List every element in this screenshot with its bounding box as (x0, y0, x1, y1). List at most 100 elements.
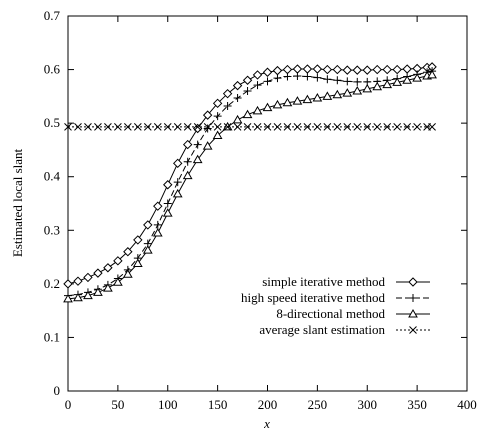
data-point (252, 105, 263, 115)
data-point (143, 220, 153, 230)
series-cross (64, 123, 436, 131)
data-point (383, 123, 392, 131)
data-point (292, 96, 303, 105)
series-plus (64, 67, 437, 300)
data-point (263, 123, 272, 131)
data-point (427, 69, 437, 79)
x-axis-label: x (263, 416, 270, 431)
data-point (353, 123, 362, 131)
data-point (332, 64, 343, 75)
data-point (233, 93, 242, 102)
data-point (302, 64, 313, 74)
data-point (352, 65, 362, 75)
data-point (84, 123, 92, 131)
data-point (123, 247, 133, 257)
x-tick-label: 50 (111, 397, 124, 412)
data-point (172, 188, 183, 198)
data-point (63, 293, 73, 303)
data-point (402, 64, 412, 74)
data-point (392, 64, 402, 75)
data-point (73, 276, 83, 286)
data-point (133, 123, 142, 131)
x-tick-label: 150 (208, 397, 228, 412)
data-point (232, 114, 243, 124)
data-point (103, 263, 113, 273)
data-point (192, 154, 203, 164)
series-line (67, 66, 433, 285)
data-point (163, 199, 172, 208)
data-point (283, 123, 292, 131)
data-point (153, 220, 162, 229)
data-point (342, 65, 353, 75)
data-point (312, 64, 323, 74)
legend-label: simple iterative method (262, 274, 385, 289)
y-axis-label: Estimated local slant (10, 148, 25, 257)
data-point (202, 110, 213, 120)
data-point (63, 279, 73, 289)
data-point (123, 123, 132, 131)
data-point (262, 102, 273, 112)
data-point (233, 123, 242, 131)
data-point (64, 123, 72, 131)
data-point (413, 123, 421, 131)
data-point (173, 158, 183, 169)
data-point (223, 123, 232, 131)
data-point (93, 268, 103, 278)
data-point (142, 245, 153, 254)
series-group (63, 62, 437, 303)
legend-label: 8-directional method (276, 306, 385, 321)
x-tick-label: 0 (65, 397, 72, 412)
legend-marker (409, 294, 417, 302)
x-tick-label: 300 (358, 397, 378, 412)
data-point (363, 123, 372, 131)
series-line (67, 74, 433, 300)
data-point (93, 287, 103, 296)
y-tick-label: 0 (54, 383, 61, 398)
data-point (193, 140, 202, 149)
x-tick-label: 400 (457, 397, 477, 412)
data-point (183, 123, 192, 131)
data-point (163, 123, 172, 131)
data-point (293, 123, 302, 131)
x-tick-label: 200 (258, 397, 278, 412)
data-point (203, 123, 212, 131)
y-tick-label: 0.7 (44, 8, 61, 23)
x-tick-label: 100 (158, 397, 178, 412)
data-point (322, 64, 333, 75)
data-point (272, 99, 283, 109)
data-point (303, 123, 312, 131)
data-point (303, 72, 312, 81)
data-point (242, 109, 253, 119)
data-point (223, 102, 232, 110)
series-triangle (63, 69, 437, 303)
data-point (393, 123, 402, 131)
data-point (352, 85, 363, 95)
data-point (222, 88, 233, 99)
legend-label: high speed iterative method (241, 290, 386, 305)
data-point (313, 73, 322, 82)
data-point (323, 75, 332, 84)
data-point (143, 123, 152, 131)
data-point (232, 80, 243, 91)
data-point (183, 157, 192, 166)
data-point (362, 83, 373, 93)
data-point (252, 70, 263, 80)
axis-ticks: 0 50 100 150 200 250 300 350 400 0 0.1 0.2 0.3 0.4 0.5… (44, 8, 477, 412)
data-point (243, 123, 252, 131)
data-point (382, 64, 392, 75)
x-tick-label: 350 (407, 397, 427, 412)
legend-label: average slant estimation (259, 322, 385, 337)
data-point (74, 123, 82, 131)
data-point (272, 65, 283, 76)
data-point (392, 77, 403, 86)
data-point (253, 81, 262, 90)
data-point (162, 208, 173, 217)
data-point (353, 77, 362, 86)
data-point (253, 123, 262, 131)
data-point (173, 178, 182, 187)
data-point (242, 75, 253, 85)
data-point (372, 81, 383, 91)
series-line (67, 70, 433, 297)
